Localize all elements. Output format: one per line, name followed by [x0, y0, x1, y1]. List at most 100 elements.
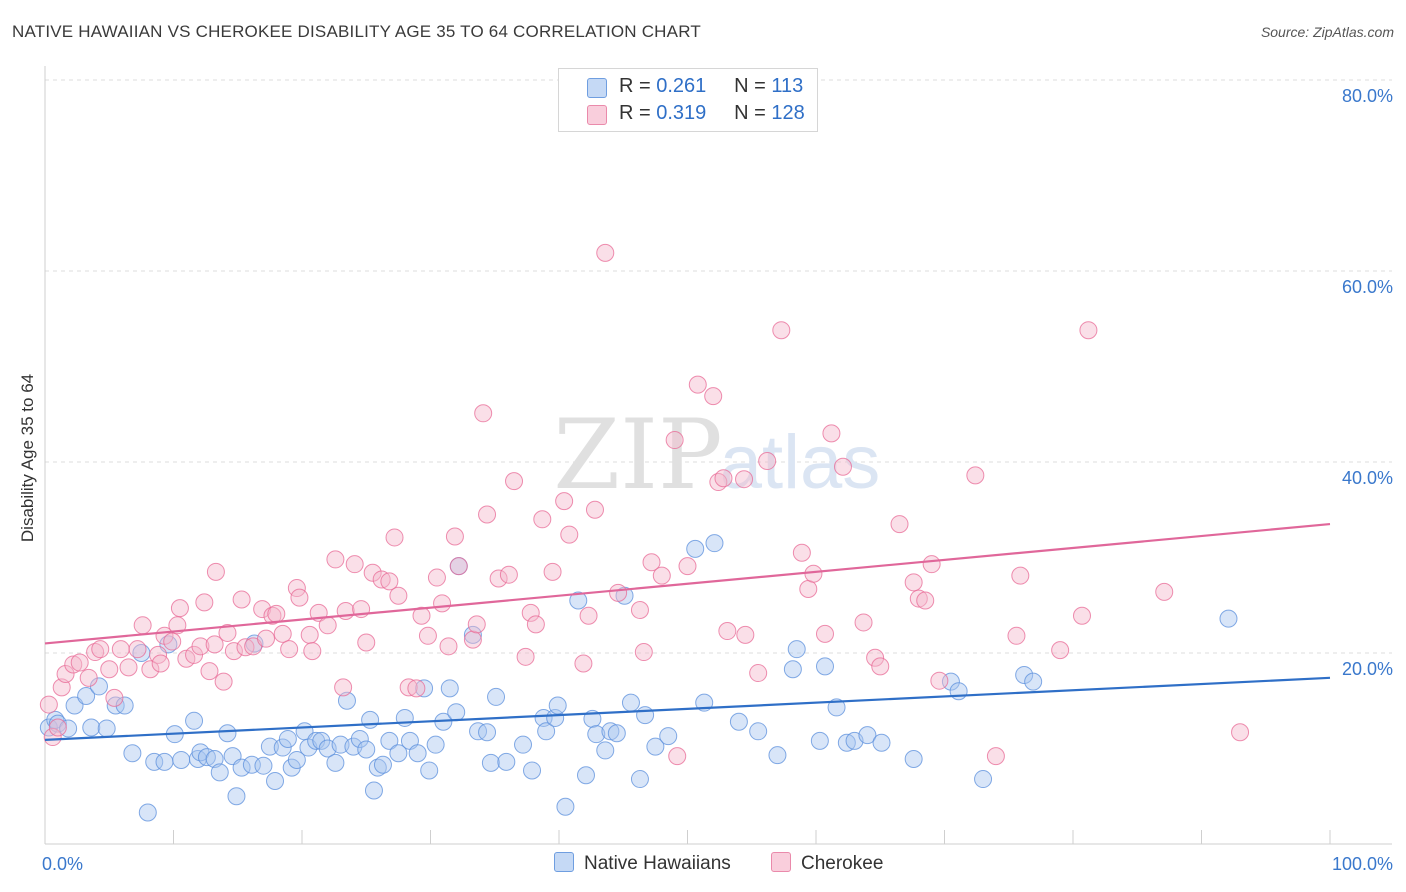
native-point — [245, 634, 264, 653]
cherokee-point — [133, 616, 152, 635]
cherokee-point — [206, 562, 225, 581]
cherokee-point — [499, 565, 518, 584]
native-point — [197, 748, 216, 767]
cherokee-point — [871, 657, 890, 676]
cherokee-point — [909, 589, 928, 608]
cherokee-point — [357, 633, 376, 652]
native-point — [974, 770, 993, 789]
cherokee-point — [735, 470, 754, 489]
native-point — [326, 753, 345, 772]
native-point — [287, 750, 306, 769]
cherokee-point — [736, 625, 755, 644]
cherokee-point — [253, 600, 272, 619]
legend-cherokee-r-value: 0.319 — [656, 102, 707, 124]
native-point — [218, 724, 237, 743]
cherokee-point — [718, 622, 737, 641]
cherokee-point — [966, 466, 985, 485]
legend-swatch-native — [587, 78, 607, 98]
cherokee-point — [609, 583, 628, 602]
native-point — [621, 693, 640, 712]
legend-native-r-value: 0.261 — [656, 75, 707, 97]
native-point — [523, 761, 542, 780]
native-point — [463, 625, 482, 644]
native-point — [420, 761, 439, 780]
y-tick-label: 80.0% — [1342, 86, 1393, 106]
cherokee-point — [922, 555, 941, 574]
native-point — [205, 750, 224, 769]
cherokee-point — [463, 630, 482, 649]
native-point — [646, 737, 665, 756]
native-point — [389, 744, 408, 763]
cherokee-point — [526, 615, 545, 634]
y-tick-label: 40.0% — [1342, 468, 1393, 488]
legend-swatch-cherokee — [587, 105, 607, 125]
native-point — [1219, 609, 1238, 628]
native-point — [210, 763, 229, 782]
cherokee-point — [168, 616, 187, 635]
legend-native-n-label: N = — [734, 75, 766, 97]
cherokee-point — [290, 588, 309, 607]
cherokee-point — [380, 572, 399, 591]
cherokee-point — [273, 624, 292, 643]
cherokee-point — [543, 562, 562, 581]
cherokee-point — [105, 688, 124, 707]
cherokee-point — [56, 665, 75, 684]
cherokee-point — [64, 655, 83, 674]
legend-cherokee-n-value: 128 — [771, 102, 805, 124]
cherokee-point — [758, 452, 777, 471]
legend-cherokee-r-label: R = — [619, 102, 651, 124]
native-point — [65, 696, 84, 715]
cherokee-point — [191, 637, 210, 656]
cherokee-point — [890, 515, 909, 534]
cherokee-point — [399, 678, 418, 697]
native-point — [576, 766, 595, 785]
correlation-legend: R = 0.261 N = 113 R = 0.319 N = 128 — [558, 68, 818, 132]
cherokee-point — [516, 647, 535, 666]
cherokee-point — [195, 593, 214, 612]
watermark-atlas: atlas — [720, 420, 881, 505]
native-point — [548, 696, 567, 715]
cherokee-point — [280, 640, 299, 659]
cherokee-point — [52, 678, 71, 697]
native-point — [260, 737, 279, 756]
watermark-zip: ZIP — [553, 399, 722, 511]
cherokee-point — [43, 728, 62, 747]
axes — [44, 66, 1392, 845]
native-point — [569, 591, 588, 610]
bottom-legend-swatch-cherokee — [771, 852, 791, 872]
cherokee-point — [218, 623, 237, 642]
bottom-legend-swatch-native — [554, 852, 574, 872]
native-point — [904, 750, 923, 769]
cherokee-point — [560, 525, 579, 544]
cherokee-point — [433, 594, 452, 613]
native-point — [481, 753, 500, 772]
cherokee-point — [412, 606, 431, 625]
native-point — [232, 758, 251, 777]
native-point — [1015, 665, 1034, 684]
cherokee-point — [303, 642, 322, 661]
native-point — [426, 735, 445, 754]
cherokee-point — [214, 672, 233, 691]
native-point — [487, 687, 506, 706]
cherokee-point — [1051, 641, 1070, 660]
native-point — [686, 539, 705, 558]
native-point — [97, 719, 116, 738]
cherokee-point — [170, 599, 189, 618]
native-point — [749, 722, 768, 741]
source-label: Source: ZipAtlas.com — [1260, 24, 1394, 40]
native-point — [254, 756, 273, 775]
legend-native-n-value: 113 — [771, 75, 804, 97]
cherokee-point — [300, 625, 319, 644]
cherokee-point — [257, 629, 276, 648]
tick-labels: 20.0% 40.0% 60.0% 80.0% 0.0% 100.0% — [42, 86, 1393, 874]
legend-cherokee-n-label: N = — [734, 102, 766, 124]
native-point — [350, 729, 369, 748]
cherokee-point — [714, 469, 733, 488]
native-point — [357, 740, 376, 759]
native-point — [227, 787, 246, 806]
cherokee-point — [39, 695, 58, 714]
native-point — [266, 771, 285, 790]
bottom-legend-cherokee: Cherokee — [771, 852, 883, 875]
cherokee-point — [119, 658, 138, 677]
